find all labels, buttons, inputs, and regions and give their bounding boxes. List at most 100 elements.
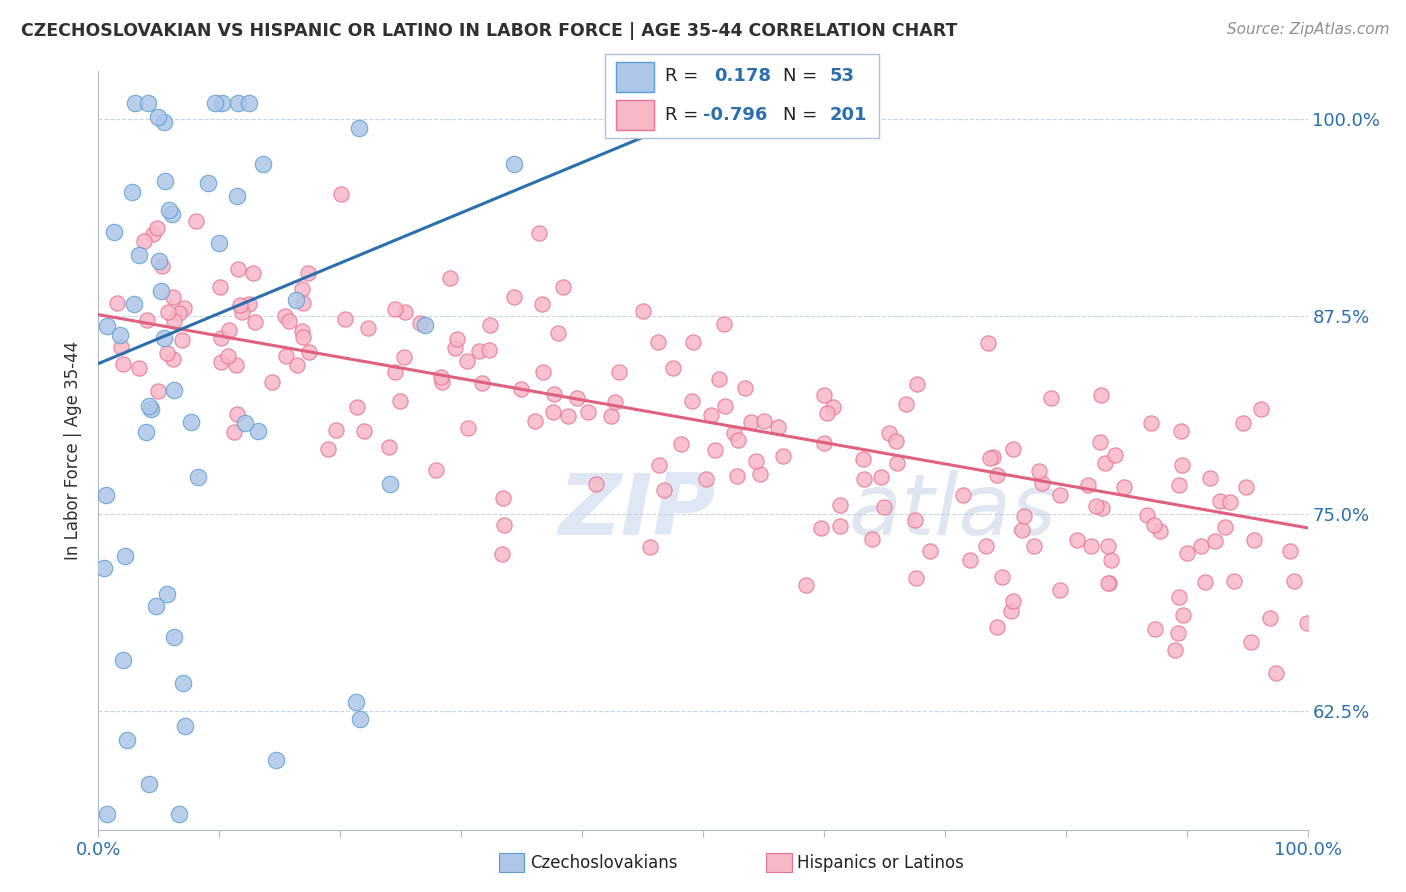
- Point: [986, 467, 1008, 482]
- Point: [1080, 540, 1102, 554]
- Point: [121, 185, 143, 199]
- Text: atlas: atlas: [848, 469, 1056, 553]
- Point: [114, 549, 136, 563]
- Point: [139, 401, 162, 416]
- Point: [1031, 476, 1053, 491]
- Point: [478, 343, 501, 357]
- Point: [894, 397, 917, 411]
- Point: [557, 409, 579, 424]
- Point: [669, 437, 692, 451]
- Text: N =: N =: [783, 68, 817, 86]
- Point: [1199, 471, 1222, 485]
- Point: [1167, 590, 1189, 604]
- Point: [904, 512, 927, 526]
- Point: [1114, 480, 1136, 494]
- Point: [1240, 635, 1263, 649]
- Point: [991, 570, 1014, 584]
- Point: [136, 95, 159, 110]
- Point: [384, 301, 406, 316]
- Point: [146, 110, 169, 124]
- Point: [1039, 391, 1062, 405]
- Point: [877, 426, 900, 441]
- Point: [156, 305, 179, 319]
- Point: [389, 393, 412, 408]
- Text: R =: R =: [665, 105, 699, 123]
- Point: [264, 753, 287, 767]
- Point: [907, 377, 929, 392]
- Point: [146, 384, 169, 398]
- Point: [749, 467, 772, 482]
- Point: [1209, 494, 1232, 508]
- Point: [353, 424, 375, 438]
- Point: [1066, 533, 1088, 547]
- Point: [1149, 524, 1171, 538]
- Point: [1143, 518, 1166, 533]
- Point: [156, 587, 179, 601]
- Point: [1171, 458, 1194, 472]
- Point: [1234, 480, 1257, 494]
- Point: [529, 227, 551, 241]
- Point: [292, 330, 315, 344]
- Point: [813, 435, 835, 450]
- Point: [276, 349, 298, 363]
- Point: [862, 532, 884, 546]
- Point: [446, 332, 468, 346]
- Point: [425, 463, 447, 477]
- Point: [725, 468, 748, 483]
- Point: [128, 360, 150, 375]
- Point: [246, 425, 269, 439]
- Point: [648, 458, 671, 472]
- Point: [1264, 666, 1286, 681]
- Point: [1219, 494, 1241, 508]
- Point: [920, 544, 942, 558]
- Point: [1028, 464, 1050, 478]
- Point: [886, 456, 908, 470]
- Point: [1098, 575, 1121, 590]
- Point: [235, 417, 257, 431]
- Point: [138, 399, 160, 413]
- Point: [105, 296, 128, 310]
- Point: [115, 733, 138, 747]
- Point: [238, 297, 260, 311]
- Point: [1001, 594, 1024, 608]
- Text: Hispanics or Latinos: Hispanics or Latinos: [797, 854, 965, 871]
- Point: [443, 341, 465, 355]
- Point: [553, 280, 575, 294]
- Point: [349, 712, 371, 726]
- Point: [1097, 539, 1119, 553]
- Point: [1002, 442, 1025, 456]
- Point: [830, 519, 852, 533]
- Point: [1049, 488, 1071, 502]
- Point: [704, 443, 727, 458]
- Point: [394, 305, 416, 319]
- Point: [150, 284, 173, 298]
- Point: [652, 483, 675, 497]
- Point: [231, 304, 253, 318]
- Point: [585, 476, 607, 491]
- Point: [1222, 574, 1244, 589]
- Point: [852, 452, 875, 467]
- Point: [110, 340, 132, 354]
- Point: [208, 235, 231, 250]
- Point: [122, 297, 145, 311]
- Point: [745, 454, 768, 468]
- Text: N =: N =: [783, 105, 817, 123]
- Point: [723, 426, 745, 441]
- Point: [904, 571, 927, 585]
- Point: [156, 346, 179, 360]
- Point: [503, 290, 526, 304]
- Point: [298, 345, 321, 359]
- Point: [1170, 424, 1192, 438]
- Point: [695, 472, 717, 486]
- Point: [794, 578, 817, 592]
- Point: [180, 415, 202, 429]
- Point: [682, 335, 704, 350]
- Point: [330, 187, 353, 202]
- Point: [218, 323, 240, 337]
- Point: [242, 266, 264, 280]
- Point: [813, 388, 835, 402]
- Point: [142, 227, 165, 241]
- Point: [531, 297, 554, 311]
- Text: Source: ZipAtlas.com: Source: ZipAtlas.com: [1226, 22, 1389, 37]
- Point: [707, 372, 730, 386]
